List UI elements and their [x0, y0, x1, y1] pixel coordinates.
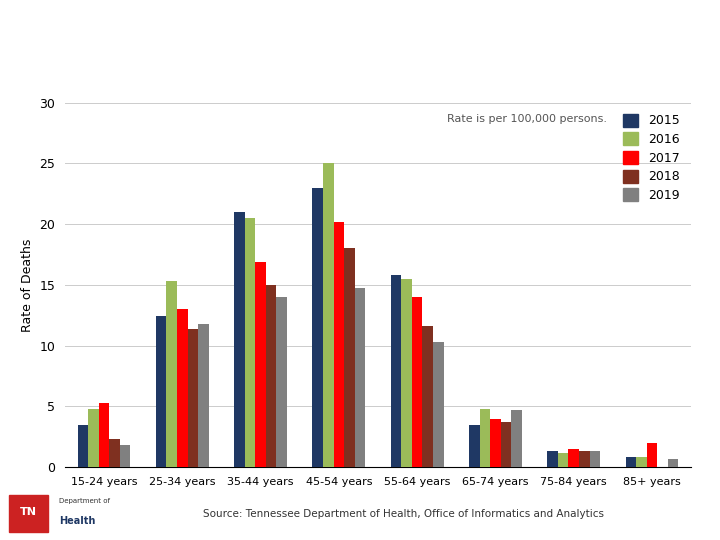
Bar: [423, 326, 433, 467]
Bar: [433, 342, 444, 467]
Bar: [500, 422, 511, 467]
Bar: [198, 323, 209, 467]
Bar: [579, 451, 590, 467]
Y-axis label: Rate of Deaths: Rate of Deaths: [21, 238, 34, 332]
Bar: [547, 451, 558, 467]
Bar: [120, 445, 130, 467]
Text: Health: Health: [59, 516, 96, 526]
Bar: [187, 328, 198, 467]
Bar: [590, 451, 600, 467]
Bar: [333, 221, 344, 467]
Bar: [276, 297, 287, 467]
Text: Department of: Department of: [59, 498, 110, 504]
Bar: [109, 439, 120, 467]
Bar: [9, 495, 48, 532]
Bar: [647, 443, 657, 467]
Bar: [511, 410, 522, 467]
Bar: [99, 403, 109, 467]
Text: 2015-2019: 2015-2019: [14, 58, 139, 79]
Bar: [245, 218, 256, 467]
Bar: [266, 285, 276, 467]
Bar: [401, 279, 412, 467]
Text: Pain Reliever Death Rates by Age Distribution,: Pain Reliever Death Rates by Age Distrib…: [14, 11, 565, 31]
Bar: [480, 409, 490, 467]
Bar: [558, 453, 569, 467]
Legend: 2015, 2016, 2017, 2018, 2019: 2015, 2016, 2017, 2018, 2019: [618, 109, 685, 207]
Bar: [88, 409, 99, 467]
Bar: [256, 262, 266, 467]
Bar: [412, 297, 423, 467]
Bar: [166, 281, 177, 467]
Bar: [636, 457, 647, 467]
Bar: [323, 163, 333, 467]
Bar: [156, 316, 166, 467]
Text: Source: Tennessee Department of Health, Office of Informatics and Analytics: Source: Tennessee Department of Health, …: [203, 509, 603, 519]
Bar: [469, 424, 480, 467]
Bar: [490, 418, 500, 467]
Bar: [312, 187, 323, 467]
Text: TN: TN: [19, 507, 37, 517]
Text: Rate is per 100,000 persons.: Rate is per 100,000 persons.: [447, 113, 607, 124]
Bar: [177, 309, 187, 467]
Bar: [355, 288, 365, 467]
Bar: [344, 248, 355, 467]
Bar: [78, 424, 88, 467]
Bar: [626, 457, 636, 467]
Bar: [234, 212, 245, 467]
Bar: [569, 449, 579, 467]
Bar: [668, 458, 678, 467]
Bar: [391, 275, 401, 467]
